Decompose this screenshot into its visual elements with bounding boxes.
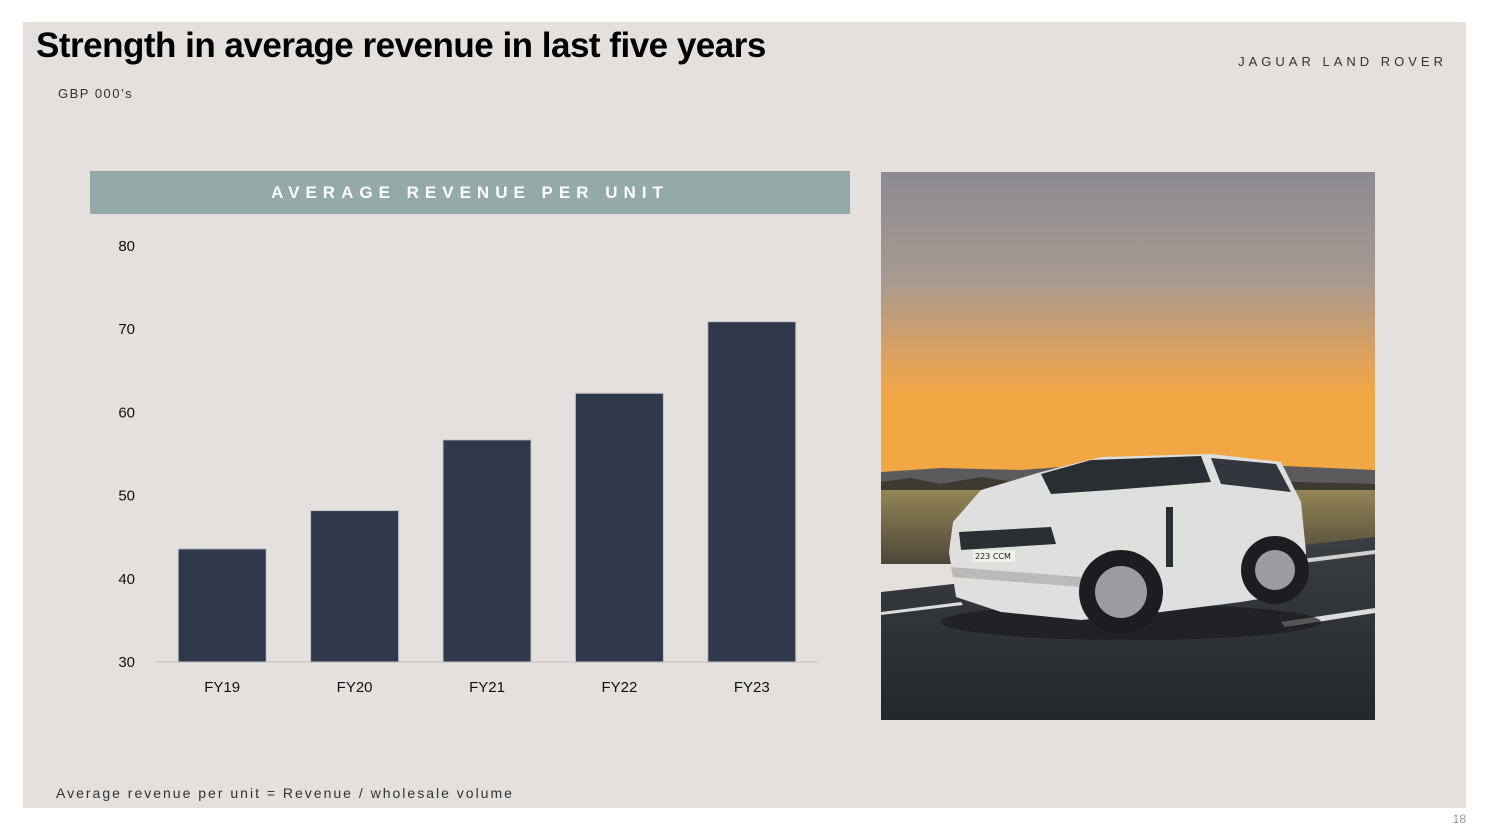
x-tick-label: FY19 [204, 679, 240, 696]
y-tick-label: 30 [118, 654, 135, 671]
license-plate: 223 CCM [975, 552, 1011, 561]
y-tick-label: 70 [118, 321, 135, 338]
bar-fy22 [574, 392, 664, 663]
range-rover-image: 223 CCM [881, 172, 1375, 720]
bar-fy20 [310, 510, 400, 663]
bar-fy21 [442, 439, 532, 663]
car-photo: 223 CCM [881, 172, 1375, 720]
slide-title: Strength in average revenue in last five… [36, 26, 766, 65]
x-tick-label: FY22 [601, 679, 637, 696]
bar-chart: 30 40 50 60 70 80 FY19 FY20 FY21 FY22 FY23 [118, 238, 818, 696]
x-tick-label: FY21 [469, 679, 505, 696]
bar-fy23 [707, 321, 797, 663]
page-number: 18 [1452, 812, 1466, 826]
chart-header-bar: AVERAGE REVENUE PER UNIT [90, 171, 850, 214]
y-tick-label: 60 [118, 404, 135, 421]
brand-logo-text: JAGUAR LAND ROVER [1238, 54, 1447, 69]
y-tick-label: 50 [118, 488, 135, 505]
units-subtitle: GBP 000’s [58, 86, 134, 101]
y-tick-label: 80 [118, 238, 135, 255]
x-tick-label: FY20 [337, 679, 373, 696]
bar-fy19 [177, 548, 267, 663]
x-tick-label: FY23 [734, 679, 770, 696]
footnote: Average revenue per unit = Revenue / who… [56, 785, 514, 801]
chart-title: AVERAGE REVENUE PER UNIT [271, 183, 669, 202]
y-tick-label: 40 [118, 571, 135, 588]
